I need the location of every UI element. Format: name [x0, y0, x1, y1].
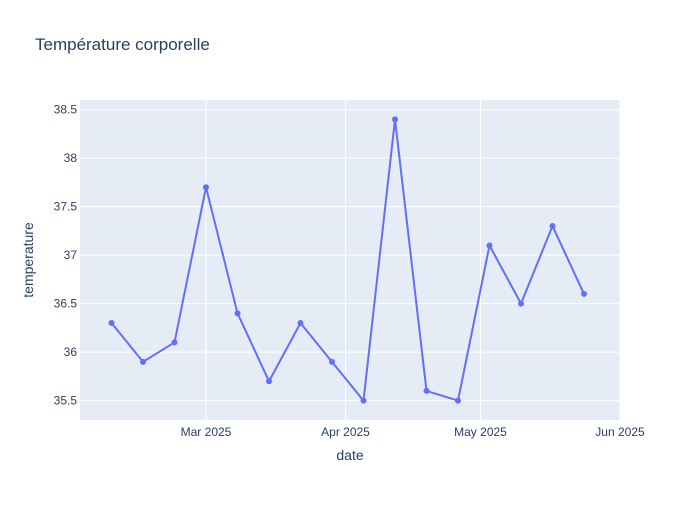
y-tick-label: 38.5 — [54, 103, 78, 117]
data-point — [423, 387, 430, 394]
data-point — [360, 397, 367, 404]
y-tick-label: 37.5 — [54, 200, 78, 214]
data-point — [455, 397, 461, 404]
plot-background — [80, 100, 620, 420]
x-tick-label: Jun 2025 — [595, 425, 645, 439]
data-point — [392, 116, 398, 123]
x-axis-ticks: Mar 2025 Apr 2025 May 2025 Jun 2025 — [181, 425, 645, 439]
data-point — [140, 358, 146, 365]
data-point — [203, 184, 209, 191]
x-tick-label: May 2025 — [454, 425, 507, 439]
y-axis-title: temperature — [20, 222, 36, 298]
data-point — [486, 242, 493, 249]
data-point — [108, 320, 115, 327]
data-point — [297, 320, 304, 327]
series-points — [108, 116, 587, 404]
x-tick-label: Apr 2025 — [321, 425, 370, 439]
y-tick-label: 37 — [64, 248, 78, 262]
series-line — [110, 119, 585, 404]
x-tick-label: Mar 2025 — [181, 425, 232, 439]
grid-lines — [80, 100, 621, 420]
data-point — [266, 378, 272, 385]
y-axis-ticks: 35.5 36 36.5 37 37.5 38 38.5 — [54, 103, 78, 408]
y-tick-label: 35.5 — [54, 394, 78, 408]
x-axis-title: date — [336, 447, 363, 463]
chart-title: Température corporelle — [35, 35, 210, 54]
y-tick-label: 36 — [64, 345, 78, 359]
data-point — [518, 300, 524, 307]
data-point — [581, 290, 587, 297]
data-point — [329, 358, 335, 365]
data-point — [234, 310, 241, 317]
y-tick-label: 38 — [64, 151, 78, 165]
y-tick-label: 36.5 — [54, 297, 78, 311]
data-point — [171, 339, 178, 346]
data-point — [549, 223, 556, 230]
